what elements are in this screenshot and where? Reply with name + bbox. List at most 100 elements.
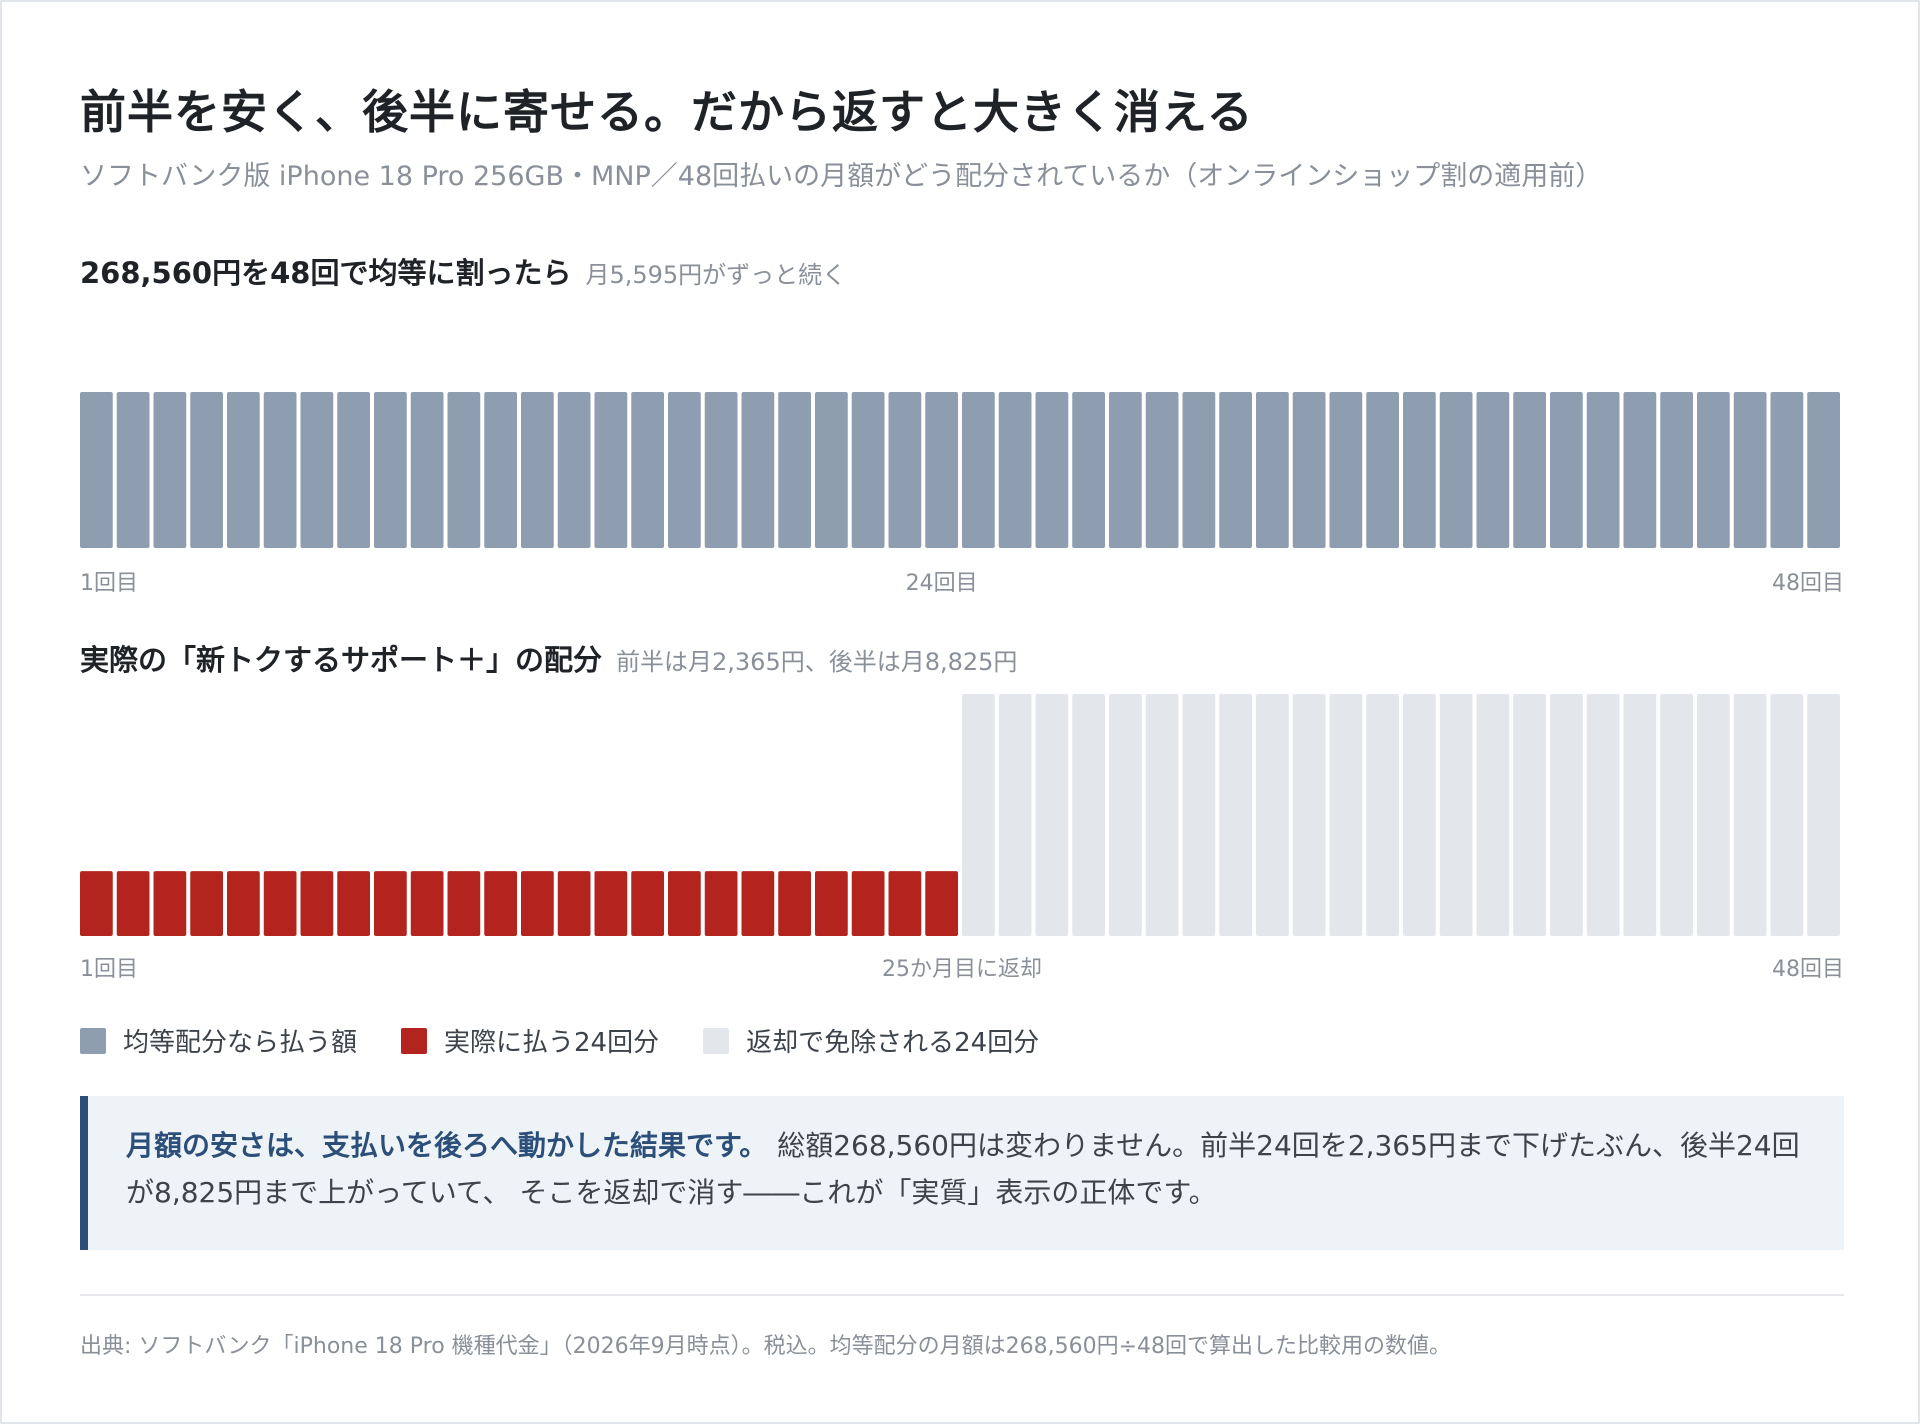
even-bar-27 [1035, 392, 1069, 548]
even-bar-41 [1550, 392, 1583, 548]
waived-bar-36 [1366, 694, 1399, 936]
waived-bar-35 [1329, 694, 1363, 936]
even-bar-36 [1366, 392, 1399, 548]
even-bar-38 [1439, 392, 1473, 548]
waived-bar-33 [1256, 694, 1289, 936]
paid-bar-14 [557, 871, 591, 936]
even-bar-48 [1807, 392, 1840, 548]
callout-box: 月額の安さは、支払いを後ろへ動かした結果です。 総額268,560円は変わりません… [80, 1096, 1844, 1250]
waived-bar-46 [1733, 694, 1767, 936]
even-bar-35 [1329, 392, 1363, 548]
legend-swatch-waived [703, 1027, 730, 1054]
paid-bar-8 [337, 871, 370, 936]
even-bar-8 [337, 392, 370, 548]
even-bar-34 [1292, 392, 1326, 548]
even-bar-39 [1476, 392, 1510, 548]
callout-lead: 月額の安さは、支払いを後ろへ動かした結果です。 [126, 1129, 768, 1162]
even-bar-4 [190, 392, 223, 548]
source-note: 出典: ソフトバンク「iPhone 18 Pro 機種代金」（2026年9月時点… [80, 1334, 1452, 1359]
even-bar-6 [263, 392, 297, 548]
chart2-title: 実際の「新トクするサポート＋」の配分 [80, 643, 603, 677]
even-bar-23 [888, 392, 922, 548]
paid-bar-9 [374, 871, 407, 936]
chart-actual-split-plot [80, 694, 1840, 936]
chart1-x-mid-label: 24回目 [905, 571, 978, 596]
waived-bar-32 [1219, 694, 1252, 936]
paid-bar-5 [227, 871, 260, 936]
even-bar-31 [1182, 392, 1216, 548]
even-bar-22 [851, 392, 885, 548]
even-bar-1 [80, 392, 113, 548]
even-bar-44 [1660, 392, 1693, 548]
paid-bar-23 [888, 871, 922, 936]
chart2-x-start-label: 1回目 [80, 957, 138, 982]
waived-bar-47 [1770, 694, 1804, 936]
chart1-x-start-label: 1回目 [80, 571, 138, 596]
even-bar-46 [1733, 392, 1767, 548]
even-bar-12 [484, 392, 517, 548]
page-subtitle: ソフトバンク版 iPhone 18 Pro 256GB・MNP／48回払いの月額… [80, 161, 1603, 192]
waived-bar-43 [1623, 694, 1657, 936]
chart-even-split [80, 302, 1844, 552]
even-bar-20 [778, 392, 811, 548]
waived-bar-28 [1072, 694, 1105, 936]
even-bar-9 [374, 392, 407, 548]
even-bar-7 [300, 392, 334, 548]
paid-bar-18 [704, 871, 738, 936]
waived-bar-29 [1109, 694, 1142, 936]
waived-bar-37 [1403, 694, 1436, 936]
paid-bar-20 [778, 871, 811, 936]
even-bar-19 [741, 392, 775, 548]
even-bar-43 [1623, 392, 1657, 548]
waived-bar-30 [1145, 694, 1179, 936]
even-bar-13 [521, 392, 554, 548]
even-bar-2 [116, 392, 150, 548]
even-bar-45 [1697, 392, 1730, 548]
paid-bar-6 [263, 871, 297, 936]
even-bar-15 [594, 392, 628, 548]
waived-bar-25 [962, 694, 995, 936]
legend-item-even: 均等配分なら払う額 [80, 1022, 357, 1059]
waived-bar-27 [1035, 694, 1069, 936]
legend-label-waived: 返却で免除される24回分 [746, 1028, 1040, 1058]
even-bar-25 [962, 392, 995, 548]
chart-even-split-plot [80, 392, 1840, 548]
waived-bar-44 [1660, 694, 1693, 936]
chart-actual-split [80, 694, 1844, 936]
paid-bar-11 [447, 871, 481, 936]
even-bar-11 [447, 392, 481, 548]
paid-bar-1 [80, 871, 113, 936]
even-bar-21 [815, 392, 848, 548]
legend-item-waived: 返却で免除される24回分 [703, 1022, 1039, 1059]
chart1-heading: 268,560円を48回で均等に割ったら 月5,595円がずっと続く [80, 250, 846, 292]
waived-bar-38 [1439, 694, 1473, 936]
chart1-x-end-label: 48回目 [1772, 571, 1844, 596]
callout-body: 総額268,560円は変わりません。前半24回を2,365円まで下げたぶん、後半… [126, 1129, 1800, 1209]
even-bar-18 [704, 392, 738, 548]
even-bar-33 [1256, 392, 1289, 548]
even-bar-29 [1109, 392, 1142, 548]
waived-bar-42 [1586, 694, 1620, 936]
even-bar-3 [153, 392, 187, 548]
even-bar-30 [1145, 392, 1179, 548]
paid-bar-15 [594, 871, 628, 936]
paid-bar-16 [631, 871, 664, 936]
paid-bar-2 [116, 871, 150, 936]
waived-bar-31 [1182, 694, 1216, 936]
legend-item-paid: 実際に払う24回分 [401, 1022, 659, 1059]
paid-bar-3 [153, 871, 187, 936]
divider [80, 1294, 1844, 1296]
paid-bar-7 [300, 871, 334, 936]
paid-bar-4 [190, 871, 223, 936]
paid-bar-19 [741, 871, 775, 936]
paid-bar-17 [668, 871, 701, 936]
legend-swatch-even [80, 1027, 106, 1054]
chart2-heading: 実際の「新トクするサポート＋」の配分 前半は月2,365円、後半は月8,825円 [80, 637, 1017, 679]
even-bar-26 [998, 392, 1032, 548]
even-bar-17 [668, 392, 701, 548]
chart2-subtitle: 前半は月2,365円、後半は月8,825円 [616, 648, 1018, 676]
even-bar-28 [1072, 392, 1105, 548]
chart2-x-mid-label: 25か月目に返却 [882, 957, 1042, 982]
page-title: 前半を安く、後半に寄せる。だから返すと大きく消える [80, 85, 1254, 139]
chart1-subtitle: 月5,595円がずっと続く [585, 261, 847, 289]
